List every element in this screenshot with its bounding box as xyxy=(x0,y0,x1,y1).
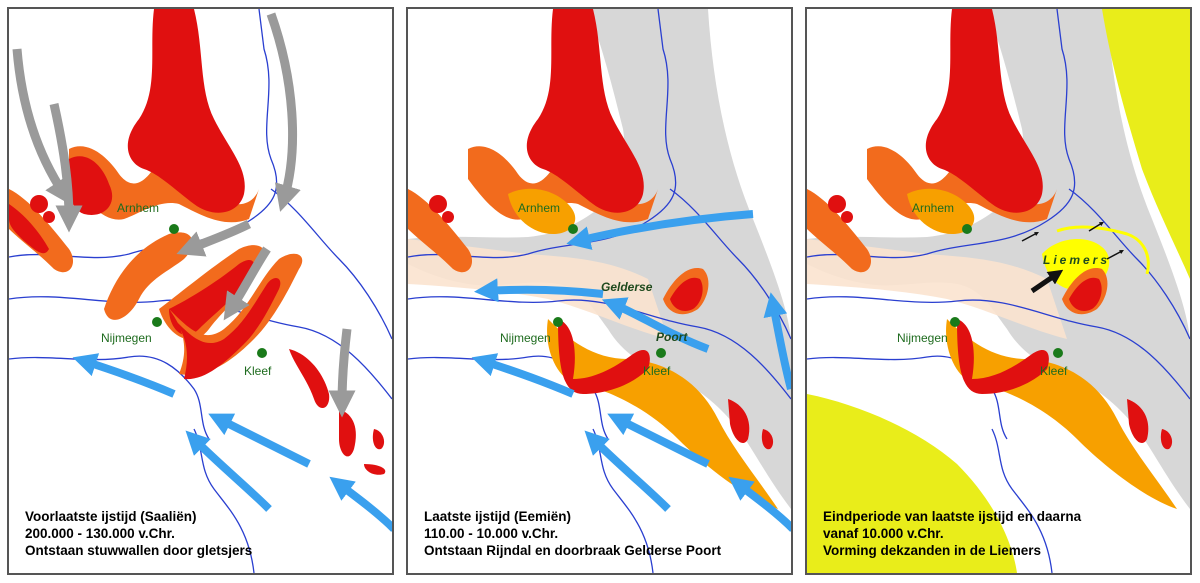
caption-title: Laatste ijstijd (Eemiën) xyxy=(424,509,572,524)
nijmegen-label: Nijmegen xyxy=(500,331,551,345)
water-flow-arrows xyxy=(72,353,392,532)
poort-label: Poort xyxy=(656,330,688,344)
arnhem-label: Arnhem xyxy=(117,201,159,215)
arnhem-label: Arnhem xyxy=(912,201,954,215)
caption-period: 110.00 - 10.000 v.Chr. xyxy=(424,526,559,541)
kleef-marker xyxy=(656,348,666,358)
arnhem-marker xyxy=(962,224,972,234)
cover-sand-northeast xyxy=(1102,9,1190,279)
rhine-valley xyxy=(807,9,1190,509)
kleef-marker xyxy=(1053,348,1063,358)
liemers-label: Liemers xyxy=(1043,253,1110,267)
rivers xyxy=(807,9,1190,573)
water-flow-arrows xyxy=(471,210,791,532)
moraines xyxy=(9,9,386,475)
nijmegen-marker xyxy=(152,317,162,327)
arnhem-label: Arnhem xyxy=(518,201,560,215)
wind-arrows xyxy=(1021,221,1124,294)
moraines xyxy=(807,9,1177,509)
cities: Arnhem Nijmegen Kleef xyxy=(101,201,272,378)
map-panel-eemien: Arnhem Nijmegen Kleef Gelderse Poort Laa… xyxy=(406,7,793,575)
caption-description: Ontstaan stuwwallen door gletsjers xyxy=(25,543,253,558)
cities: Arnhem Nijmegen Kleef Liemers xyxy=(897,201,1110,378)
cover-sand-southwest xyxy=(807,394,1017,573)
moraines xyxy=(408,9,778,509)
arnhem-marker xyxy=(568,224,578,234)
caption-eemien: Laatste ijstijd (Eemiën) 110.00 - 10.000… xyxy=(424,508,721,559)
caption-period: 200.000 - 130.000 v.Chr. xyxy=(25,526,175,541)
nijmegen-marker xyxy=(950,317,960,327)
caption-description: Vorming dekzanden in de Liemers xyxy=(823,543,1042,558)
map-eindperiode: Arnhem Nijmegen Kleef Liemers xyxy=(807,9,1190,573)
kleef-label: Kleef xyxy=(244,364,272,378)
map-saalien: Arnhem Nijmegen Kleef xyxy=(9,9,392,573)
kleef-label: Kleef xyxy=(643,364,671,378)
caption-title: Voorlaatste ijstijd (Saaliën) xyxy=(25,509,197,524)
nijmegen-label: Nijmegen xyxy=(897,331,948,345)
gelderse-label: Gelderse xyxy=(601,280,653,294)
map-panel-eindperiode: Arnhem Nijmegen Kleef Liemers Eindperiod… xyxy=(805,7,1192,575)
rhine-valley xyxy=(408,9,791,509)
caption-eindperiode: Eindperiode van laatste ijstijd en daarn… xyxy=(823,508,1081,559)
map-panel-saalien: Arnhem Nijmegen Kleef Voorlaatste ijstij… xyxy=(7,7,394,575)
caption-period: vanaf 10.000 v.Chr. xyxy=(823,526,944,541)
nijmegen-marker xyxy=(553,317,563,327)
cities: Arnhem Nijmegen Kleef Gelderse Poort xyxy=(500,201,688,378)
caption-description: Ontstaan Rijndal en doorbraak Gelderse P… xyxy=(424,543,722,558)
kleef-label: Kleef xyxy=(1040,364,1068,378)
nijmegen-label: Nijmegen xyxy=(101,331,152,345)
arnhem-marker xyxy=(169,224,179,234)
ice-flow-arrows xyxy=(12,12,356,418)
caption-saalien: Voorlaatste ijstijd (Saaliën) 200.000 - … xyxy=(25,508,252,559)
kleef-marker xyxy=(257,348,267,358)
map-eemien: Arnhem Nijmegen Kleef Gelderse Poort xyxy=(408,9,791,573)
caption-title: Eindperiode van laatste ijstijd en daarn… xyxy=(823,509,1082,524)
